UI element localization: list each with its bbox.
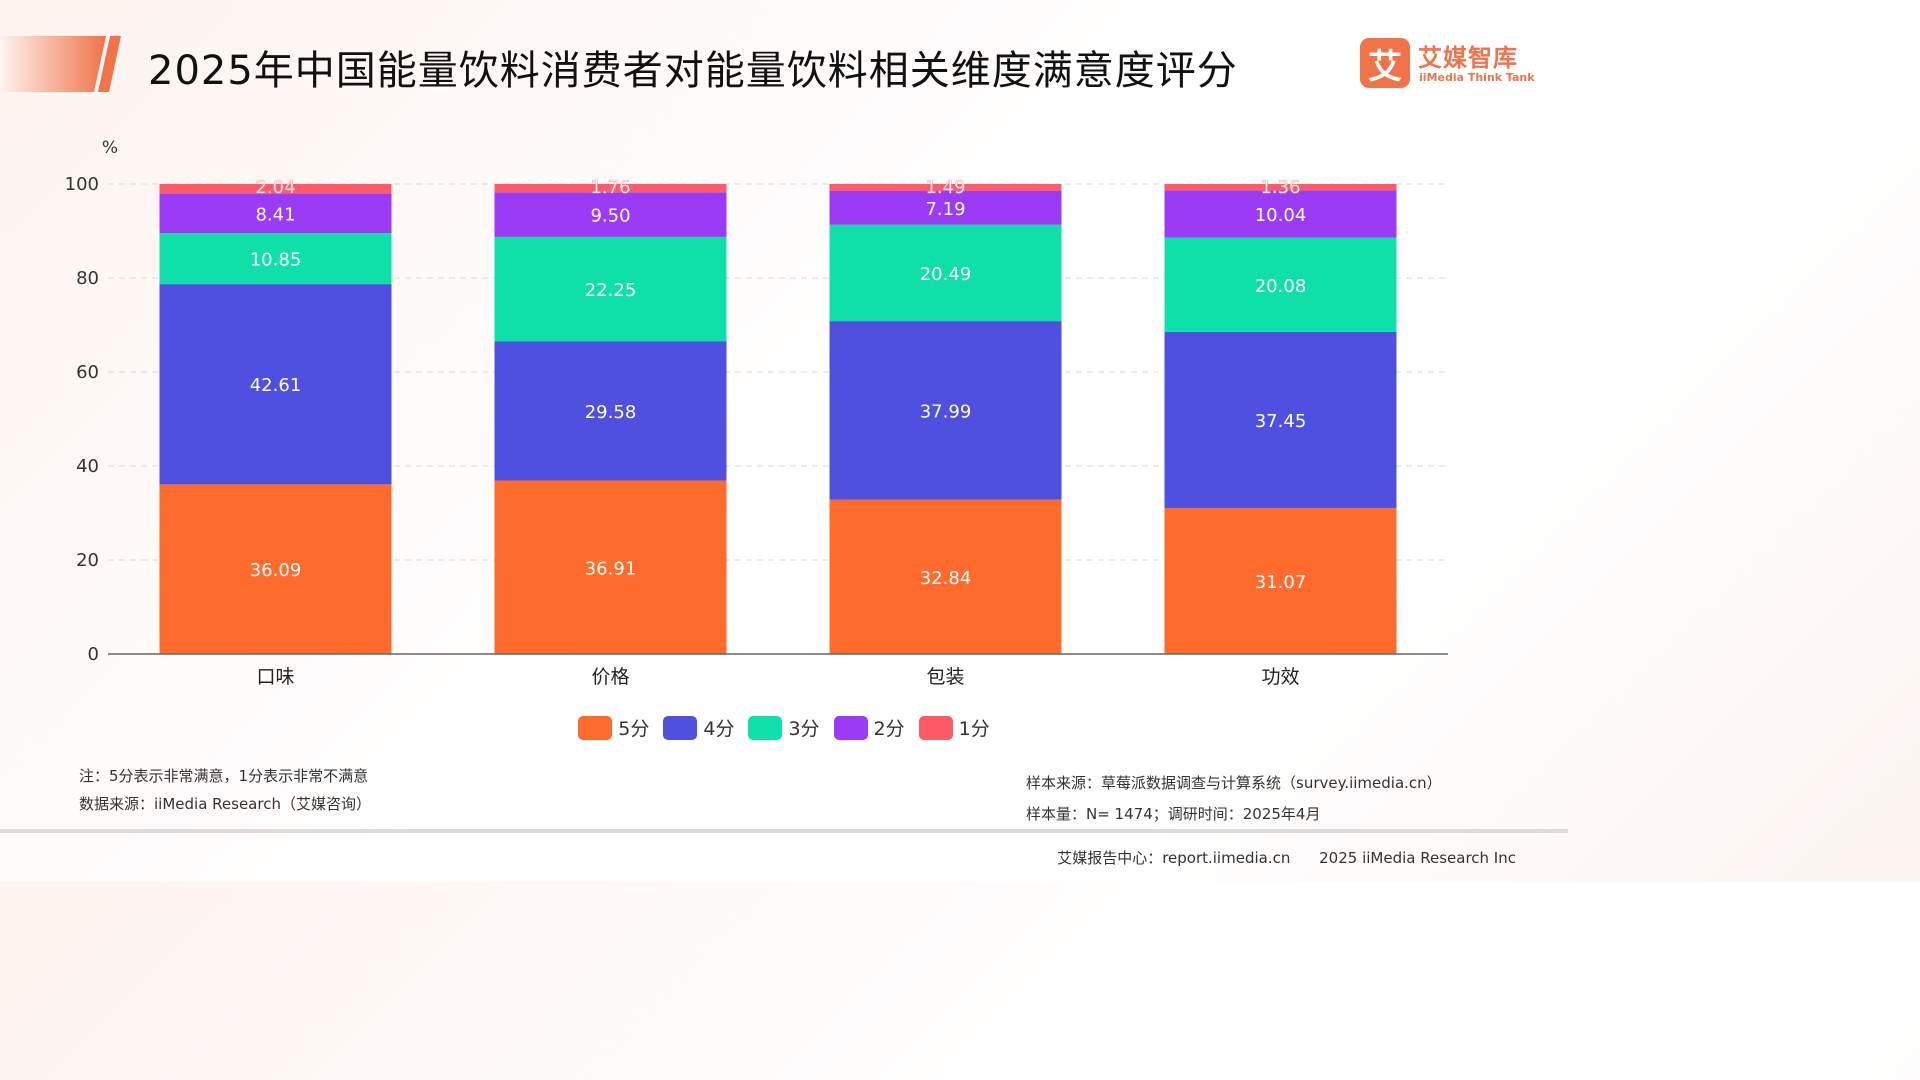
iimedia-logo: 艾 艾媒智库 iiMedia Think Tank [1360,38,1535,90]
bar-segment [1164,190,1397,238]
chart-note: 注：5分表示非常满意，1分表示非常不满意 [79,767,369,785]
legend-swatch [578,715,613,740]
footer: 艾媒报告中心：report.iimedia.cn 2025 iiMedia Re… [1033,847,1516,868]
legend-label: 2分 [873,718,905,740]
legend-label: 1分 [958,718,990,740]
legend-item: 2分 [833,714,905,741]
logo-mark-icon: 艾 [1360,38,1410,88]
data-label: 37.99 [920,401,972,422]
y-tick-label: 0 [88,644,99,665]
chart-legend: 5分 4分 3分 2分 1分 [0,714,1568,741]
data-label: 9.50 [590,206,630,227]
legend-swatch [663,715,698,740]
bar-segment [159,484,392,654]
data-label: 20.49 [920,264,972,285]
data-label: 29.58 [585,402,637,423]
y-tick-label: 80 [76,268,99,289]
bar-segment [1164,184,1397,191]
stacked-bar-chart: 0 20 40 60 80 100% 36.09 42.61 10.85 8.41 2.04 口味 36… [65,138,1448,688]
legend-label: 4分 [703,718,735,740]
bar-segment [829,191,1062,225]
bar-segment [494,192,727,237]
bar-segment [829,499,1062,654]
data-label: 10.85 [250,250,302,271]
bar-segment [159,284,392,485]
y-tick-label: 40 [76,456,99,477]
data-label: 1.36 [1260,177,1300,198]
legend-item: 5分 [578,714,649,741]
bar-segment [494,236,727,342]
footer-divider [0,829,1568,833]
data-label: 1.76 [590,177,630,198]
y-tick-label: 20 [76,550,99,571]
title-accent-decoration [0,36,121,92]
legend-item: 3分 [748,714,820,741]
legend-swatch [918,715,953,740]
report-center-link: 艾媒报告中心：report.iimedia.cn [1057,849,1291,867]
legend-label: 3分 [788,718,820,740]
x-tick-label: 功效 [1261,666,1299,688]
x-tick-label: 价格 [591,666,629,688]
bar-segment [829,184,1062,192]
bar-segment [494,341,727,481]
y-tick-label: 60 [76,362,99,383]
x-tick-label: 口味 [256,666,294,688]
y-axis-label: % [102,138,118,158]
bar-segment [159,184,392,194]
bar-segment [1164,237,1397,332]
bar-segment [159,233,392,285]
sample-size: 样本量：N= 1474；调研时间：2025年4月 [1026,805,1321,823]
legend-swatch [833,715,868,740]
copyright: 2025 iiMedia Research Inc [1319,849,1516,867]
bar-segment [829,224,1062,322]
bar-segment [159,193,392,234]
legend-swatch [748,715,783,740]
sample-source: 样本来源：草莓派数据调查与计算系统（survey.iimedia.cn） [1026,774,1442,792]
data-label: 37.45 [1255,411,1307,432]
bar-segment [494,184,727,193]
bar-segment [1164,331,1397,508]
bar-segment [829,321,1062,500]
data-label: 2.04 [255,177,295,198]
x-tick-label: 包装 [926,666,964,688]
data-label: 36.09 [250,560,302,581]
data-label: 42.61 [250,375,302,396]
data-label: 10.04 [1255,205,1307,226]
data-label: 7.19 [925,199,965,220]
page-title: 2025年中国能量饮料消费者对能量饮料相关维度满意度评分 [148,48,1238,94]
bar-segment [494,480,727,654]
data-label: 36.91 [585,558,637,579]
legend-item: 4分 [663,714,734,741]
data-label: 20.08 [1255,276,1307,297]
logo-chinese-name: 艾媒智库 [1418,44,1518,72]
legend-label: 5分 [618,718,650,740]
logo-english-name: iiMedia Think Tank [1419,71,1535,84]
data-label: 22.25 [585,280,637,301]
data-label: 8.41 [255,204,295,225]
data-source: 数据来源：iiMedia Research（艾媒咨询） [79,795,371,813]
data-label: 31.07 [1255,572,1307,593]
y-tick-label: 100 [65,174,99,195]
data-label: 1.49 [925,177,965,198]
data-label: 32.84 [920,568,972,589]
legend-item: 1分 [918,714,990,741]
bar-segment [1164,507,1397,654]
